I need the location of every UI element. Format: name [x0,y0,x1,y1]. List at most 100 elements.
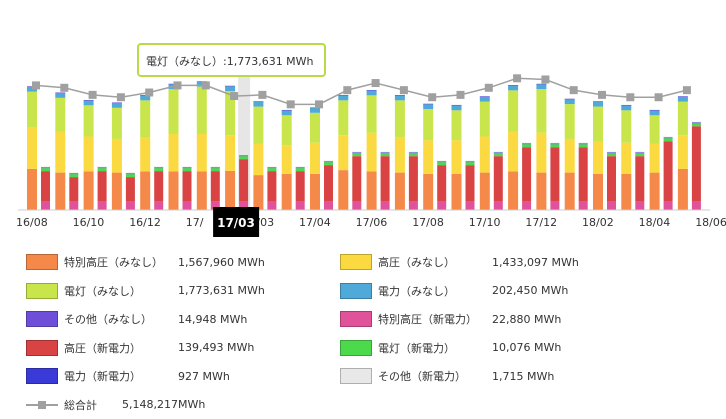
bar-segment-new[interactable] [522,144,532,148]
total-point[interactable] [484,83,493,92]
bar-segment[interactable] [508,171,519,210]
bar-segment-new[interactable] [41,168,50,172]
bar-segment[interactable] [621,110,632,143]
bar-segment-new[interactable] [239,155,249,157]
total-point[interactable] [88,90,97,99]
bar-segment-new[interactable] [41,201,50,210]
bar-segment[interactable] [55,131,66,173]
bar-segment[interactable] [253,101,264,107]
bar-segment[interactable] [479,136,490,173]
bar-segment-new[interactable] [465,165,475,202]
bar-segment[interactable] [451,104,462,106]
bar-segment-new[interactable] [97,168,107,172]
bar-segment-new[interactable] [691,121,701,123]
bar-segment-new[interactable] [352,152,362,154]
bar-segment-new[interactable] [437,160,447,162]
bar-segment[interactable] [593,141,603,174]
bar-segment[interactable] [536,84,547,90]
bar-segment-new[interactable] [69,173,79,175]
bar-segment-new[interactable] [125,174,135,178]
total-point[interactable] [399,86,408,95]
legend-item[interactable]: その他（新電力） 1,715 MWh [340,367,640,385]
bar-segment-new[interactable] [295,167,305,169]
bar-segment-new[interactable] [522,142,532,144]
bar-segment-new[interactable] [691,122,701,124]
bar-segment[interactable] [423,140,434,174]
bar-segment-new[interactable] [69,172,79,174]
bar-segment-new[interactable] [493,201,503,210]
bar-segment[interactable] [593,106,603,142]
bar-segment[interactable] [225,135,236,171]
bar-segment-new[interactable] [97,167,107,169]
bar-segment[interactable] [366,95,377,133]
bar-segment-new[interactable] [154,201,164,210]
bar-segment-new[interactable] [408,151,418,153]
bar-segment-new[interactable] [97,171,107,202]
bar-segment[interactable] [111,172,122,210]
bar-segment-new[interactable] [154,171,164,202]
bar-segment[interactable] [564,98,575,100]
bar-segment-new[interactable] [69,174,79,178]
bar-segment-new[interactable] [493,152,503,154]
bar-segment-new[interactable] [125,172,135,174]
legend-item[interactable]: 特別高圧（みなし） 1,567,960 MWh [26,253,326,271]
bar-segment-new[interactable] [295,166,305,168]
bar-segment-new[interactable] [380,151,390,153]
bar-segment[interactable] [366,132,377,172]
bar-segment[interactable] [508,85,519,91]
bar-segment[interactable] [281,173,292,210]
bar-segment[interactable] [451,110,462,141]
bar-segment[interactable] [451,173,462,210]
bar-segment-new[interactable] [635,153,645,157]
bar-segment[interactable] [564,99,575,105]
bar-segment-new[interactable] [691,126,701,202]
bar-segment[interactable] [253,175,264,210]
bar-segment-new[interactable] [437,162,447,166]
bar-segment[interactable] [621,142,632,174]
bar-segment-new[interactable] [437,161,447,163]
bar-segment[interactable] [310,142,320,174]
bar-segment[interactable] [253,106,264,144]
bar-segment[interactable] [281,110,292,116]
bar-segment-new[interactable] [210,166,220,168]
bar-segment[interactable] [310,112,320,143]
total-point[interactable] [598,90,606,99]
bar-segment-new[interactable] [69,177,79,202]
bar-segment[interactable] [677,96,688,102]
bar-segment-new[interactable] [493,156,503,202]
bar-segment[interactable] [83,105,94,137]
bar-segment[interactable] [338,135,349,171]
bar-segment-new[interactable] [465,160,475,162]
bar-segment-new[interactable] [295,171,305,202]
bar-segment[interactable] [394,172,405,210]
bar-segment[interactable] [564,138,575,173]
bar-segment[interactable] [593,173,603,210]
bar-segment-new[interactable] [324,162,333,166]
bar-segment-new[interactable] [41,167,50,169]
bar-segment-new[interactable] [154,166,164,168]
bar-segment[interactable] [83,136,94,172]
bar-segment-new[interactable] [182,166,192,168]
bar-segment-new[interactable] [324,201,333,210]
bar-segment[interactable] [168,89,179,134]
bar-segment-new[interactable] [210,201,220,210]
bar-segment[interactable] [83,171,94,210]
bar-segment[interactable] [310,173,320,210]
bar-segment[interactable] [338,95,349,101]
bar-segment-new[interactable] [210,167,220,169]
bar-segment-new[interactable] [182,201,192,210]
bar-segment[interactable] [536,83,547,85]
bar-segment-new[interactable] [550,143,560,145]
bar-segment-new[interactable] [437,165,447,202]
bar-segment[interactable] [479,101,490,137]
bar-segment-new[interactable] [125,201,135,210]
bar-segment-new[interactable] [663,138,673,142]
bar-segment-new[interactable] [578,201,588,210]
total-point[interactable] [343,86,352,95]
bar-segment[interactable] [394,137,405,173]
bar-segment-new[interactable] [380,152,390,154]
total-point[interactable] [626,93,635,102]
total-point[interactable] [315,100,323,109]
bar-segment[interactable] [281,109,292,111]
bar-segment-new[interactable] [550,147,560,202]
